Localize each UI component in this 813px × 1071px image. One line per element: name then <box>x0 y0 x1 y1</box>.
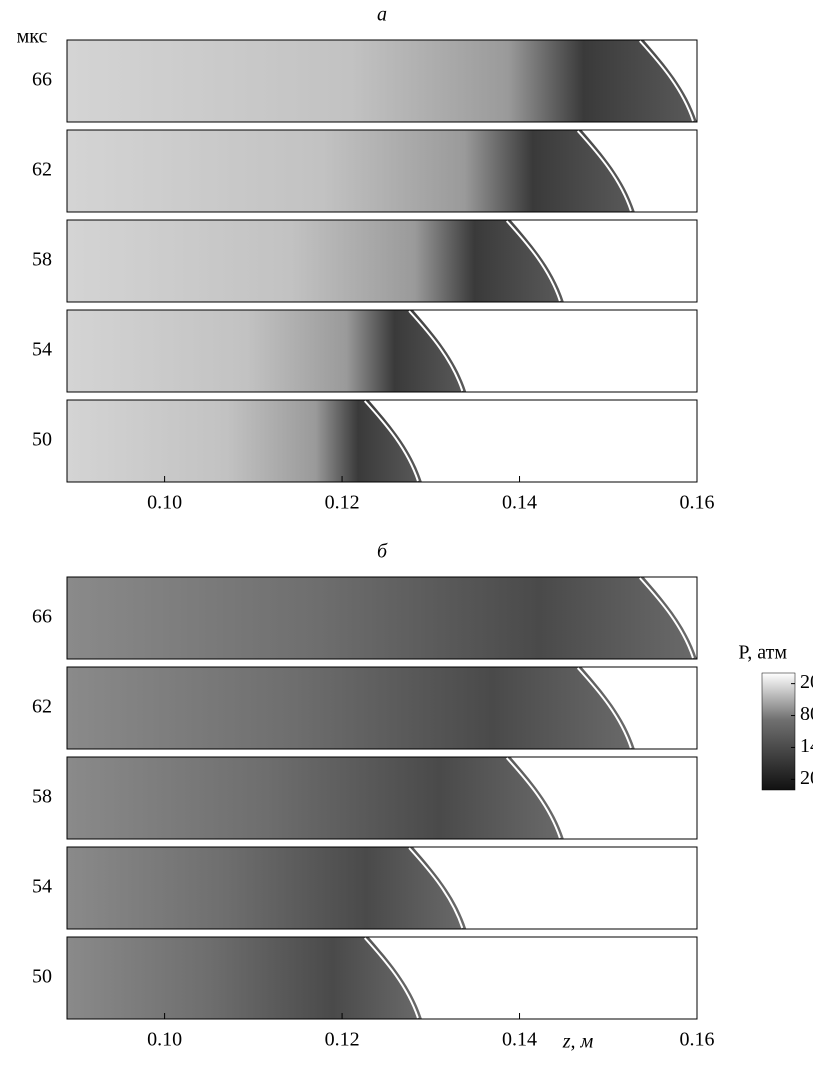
row-label: 58 <box>32 249 52 271</box>
x-tick-label: 0.14 <box>502 492 537 514</box>
field-region <box>67 937 422 1019</box>
colorbar-tick-label: 200 <box>800 767 813 789</box>
x-tick-label: 0.16 <box>680 1029 715 1051</box>
row-label: 54 <box>32 876 52 898</box>
field-region <box>67 667 635 749</box>
x-tick-label: 0.12 <box>325 492 360 514</box>
field-region <box>67 847 466 929</box>
field-region <box>67 577 697 659</box>
field-region <box>67 757 564 839</box>
row-label: 58 <box>32 786 52 808</box>
x-tick-label: 0.16 <box>680 492 715 514</box>
x-tick-label: 0.14 <box>502 1029 537 1051</box>
colorbar <box>762 673 795 790</box>
x-tick-label: 0.10 <box>147 1029 182 1051</box>
colorbar-tick-label: 140 <box>800 735 813 757</box>
field-region <box>67 130 635 212</box>
row-label: 50 <box>32 966 52 988</box>
panel-title: б <box>377 541 388 563</box>
row-label: 50 <box>32 429 52 451</box>
field-region <box>67 40 697 122</box>
row-label: 66 <box>32 606 52 628</box>
field-region <box>67 310 466 392</box>
colorbar-tick-label: 80 <box>800 703 813 725</box>
row-label: 62 <box>32 696 52 718</box>
panel-title: а <box>377 4 387 26</box>
x-tick-label: 0.12 <box>325 1029 360 1051</box>
row-label: 54 <box>32 339 52 361</box>
field-region <box>67 220 564 302</box>
row-unit: мкс <box>17 26 48 48</box>
colorbar-tick-label: 20 <box>800 671 813 693</box>
row-label: 66 <box>32 69 52 91</box>
figure: а мкс 66 62 58 54 50 0.10 0.12 0.14 0.16 б 66 62 58 54 5… <box>0 0 813 1066</box>
field-region <box>67 400 422 482</box>
colorbar-label: P, атм <box>738 642 787 664</box>
row-label: 62 <box>32 159 52 181</box>
x-axis-label: z, м <box>562 1031 594 1053</box>
x-tick-label: 0.10 <box>147 492 182 514</box>
